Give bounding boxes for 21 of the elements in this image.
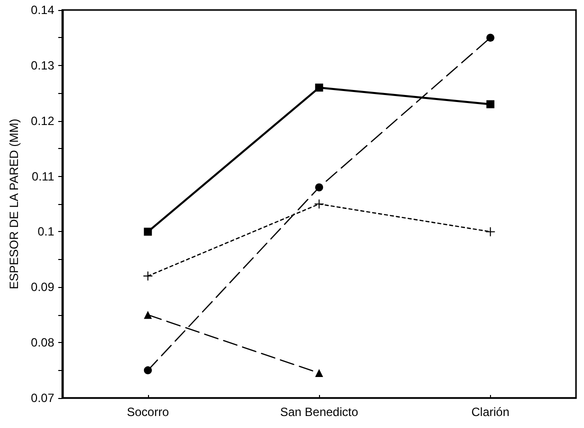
x-tick-label: Clarión (471, 405, 510, 419)
point (315, 84, 324, 92)
y-tick-label: 0.11 (32, 169, 55, 184)
y-tick-label: 0.08 (30, 336, 55, 350)
x-tick-label: San Benedicto (280, 405, 358, 419)
x-tick-label: Socorro (126, 405, 170, 419)
point (144, 228, 152, 236)
y-tick-label: 0.14 (30, 3, 55, 17)
y-tick-label: 0.13 (30, 58, 55, 72)
point (142, 271, 153, 282)
point (314, 199, 324, 209)
y-tick-label: 0.07 (30, 391, 55, 405)
point (486, 100, 494, 108)
point (485, 226, 496, 237)
y-tick-label: 0.12 (30, 114, 55, 128)
y-tick-label: 0.1 (38, 224, 55, 239)
point (486, 34, 494, 42)
y-axis-title: ESPESOR DE LA PARED (MM) (7, 118, 21, 290)
point (315, 183, 324, 192)
point (144, 366, 152, 374)
y-tick-label: 0.09 (30, 280, 55, 294)
